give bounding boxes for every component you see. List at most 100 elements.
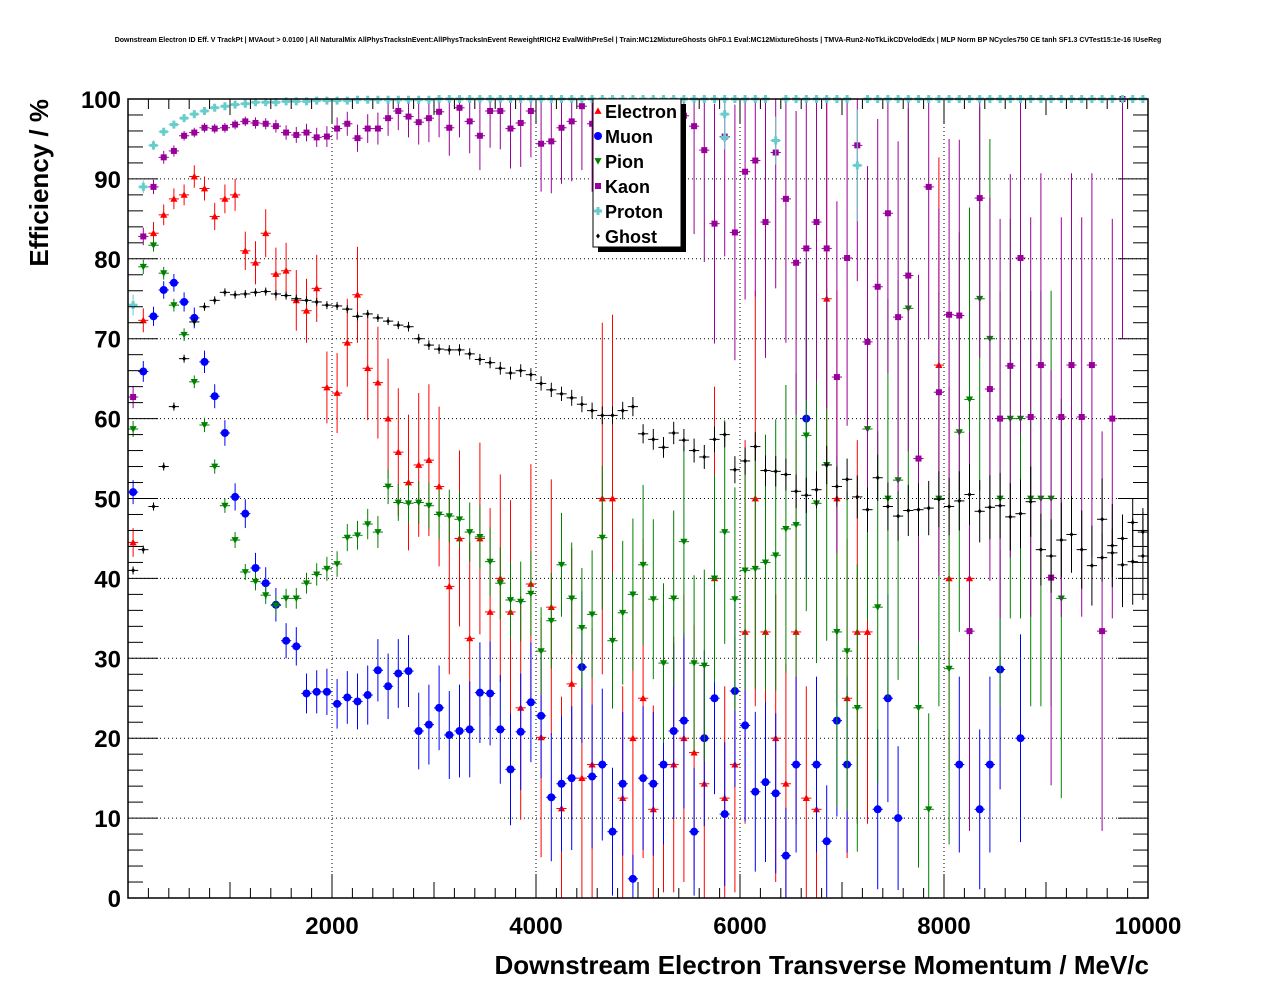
proton-marker [251,98,260,107]
ghost-marker [1008,514,1013,520]
kaon-marker [1109,415,1116,422]
kaon-point [780,99,791,343]
ghost-marker [365,311,370,317]
ghost-marker [824,462,829,468]
kaon-marker [517,119,524,126]
legend-marker-ghost [596,233,600,239]
electron-marker [435,482,443,490]
legend-box [592,98,682,248]
ghost-marker [753,444,758,450]
ghost-point [1056,502,1067,578]
pion-marker [241,569,249,576]
ghost-marker [641,431,646,437]
proton-marker [210,103,219,112]
legend-marker-pion [594,158,602,165]
ghost-point [617,401,628,420]
kaon-marker [976,195,983,202]
kaon-marker [895,314,902,321]
electron-marker [221,195,229,202]
pion-point [260,586,271,604]
x-tick-label: 6000 [713,913,766,940]
pion-point [179,328,190,342]
pion-point [944,492,955,845]
pion-marker [853,704,861,712]
kaon-point [515,99,526,167]
ghost-marker [559,391,564,397]
y-axis-label: Efficiency / % [24,99,54,267]
ghost-marker [579,401,584,407]
ghost-point [179,354,190,363]
kaon-marker [262,120,269,127]
ghost-marker [1059,537,1064,543]
kaon-point [413,99,424,145]
pion-marker [404,500,413,507]
electron-point [403,414,414,551]
legend-entry-ghost: Ghost [596,227,657,247]
kaon-marker [864,338,871,345]
kaon-point [332,117,343,140]
muon-point [311,670,322,714]
muon-marker [210,392,219,401]
electron-marker [782,780,790,787]
kaon-marker [946,311,953,318]
pion-marker [394,499,402,507]
ghost-point [464,348,475,360]
kaon-marker [966,628,973,635]
muon-marker [547,793,556,802]
pion-point [923,713,934,898]
kaon-marker [935,389,942,396]
electron-marker [129,538,137,546]
kaon-marker [130,394,137,401]
muon-marker [220,428,229,437]
kaon-marker [1068,362,1075,369]
ghost-marker [620,408,625,414]
ghost-point [1005,483,1016,551]
pion-point [168,298,179,312]
proton-point [852,109,863,222]
ghost-marker [335,303,340,309]
y-tick-label: 50 [94,487,121,514]
ghost-marker [681,437,686,443]
muon-marker [424,720,433,729]
electron-point [321,351,332,424]
pion-point [454,491,465,548]
y-tick-label: 20 [94,726,121,753]
muon-marker [312,687,321,696]
ghost-marker [977,508,982,514]
kaon-marker [731,229,738,236]
electron-point [352,246,363,343]
pion-point [332,551,343,577]
pion-marker [180,331,188,339]
kaon-marker [160,154,167,161]
ghost-marker [1130,519,1135,525]
electron-marker [149,229,158,237]
kaon-point [168,145,179,157]
pion-marker [608,637,617,645]
muon-point [372,639,383,702]
ghost-point [831,466,842,507]
legend-label-kaon: Kaon [605,177,650,197]
pion-marker [874,604,882,611]
pion-marker [619,609,627,617]
kaon-point [1025,217,1036,617]
proton-marker [261,98,270,107]
proton-point [719,125,730,150]
muon-marker [781,851,790,860]
series-ghost [128,287,1148,608]
ghost-marker [467,351,472,357]
electron-marker [241,247,249,254]
ghost-point [291,294,302,303]
muon-point [301,673,312,714]
ghost-point [933,471,944,528]
ghost-point [842,458,853,501]
kaon-marker [997,415,1004,422]
kaon-marker [150,183,157,190]
muon-point [648,711,659,856]
muon-marker [639,774,648,783]
muon-marker [557,779,566,788]
muon-point [342,671,353,724]
ghost-point [587,402,598,419]
pion-point [627,518,638,671]
kaon-point [179,130,190,141]
pion-point [148,238,159,252]
